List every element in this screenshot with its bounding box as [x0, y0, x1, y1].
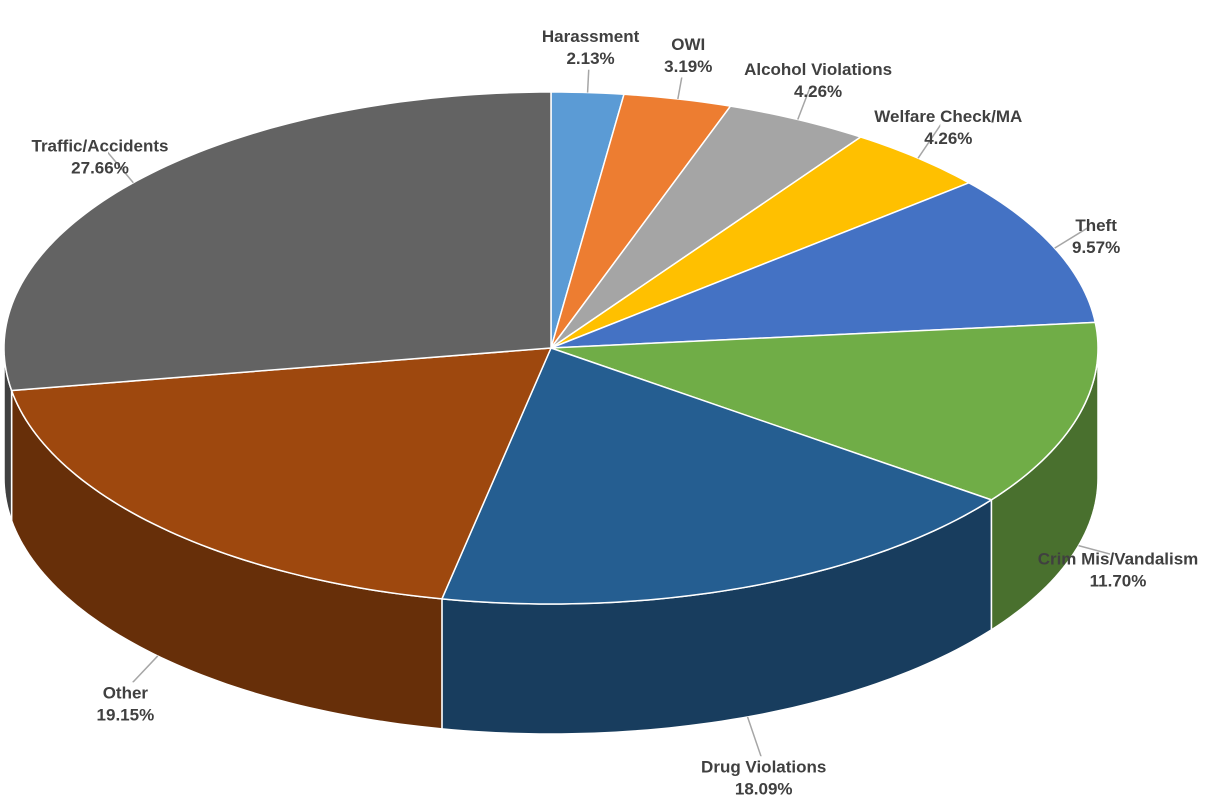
slice — [550, 93, 732, 349]
category-label: Alcohol Violations — [744, 60, 892, 79]
labels: Harassment 2.13% OWI 3.19% Alcohol Violation… — [32, 25, 1199, 801]
value-label: 2.13% — [566, 49, 614, 68]
slice — [440, 347, 994, 605]
category-label: Welfare Check/MA — [874, 107, 1022, 126]
slice — [10, 347, 553, 600]
slice — [550, 136, 971, 349]
label-bg — [1110, 548, 1126, 593]
value-label: 11.70% — [1090, 572, 1147, 591]
category-label: Drug Violations — [701, 758, 826, 777]
value-label: 4.26% — [924, 129, 972, 148]
value-label: 18.09% — [735, 780, 793, 799]
label-bg — [755, 756, 772, 801]
label-bg — [582, 25, 599, 70]
pie-tops — [3, 91, 1099, 605]
category-label: Other — [103, 684, 149, 703]
label-bg — [810, 58, 827, 103]
value-label: 3.19% — [664, 57, 712, 76]
label-bg — [117, 682, 134, 727]
value-label: 4.26% — [794, 82, 842, 101]
slice — [3, 91, 552, 392]
label-bg — [1088, 214, 1105, 259]
label-bg — [92, 135, 108, 180]
category-label: Harassment — [542, 27, 640, 46]
value-label: 27.66% — [71, 159, 129, 178]
category-label: Crim Mis/Vandalism — [1038, 550, 1199, 569]
value-label: 9.57% — [1072, 238, 1120, 257]
category-label: Traffic/Accidents — [32, 137, 169, 156]
value-label: 19.15% — [97, 706, 155, 725]
label-bg — [940, 105, 957, 150]
category-label: Theft — [1075, 216, 1117, 235]
slice — [550, 321, 1099, 501]
category-label: OWI — [671, 35, 705, 54]
label-bg — [680, 33, 697, 78]
slice — [550, 182, 1097, 349]
